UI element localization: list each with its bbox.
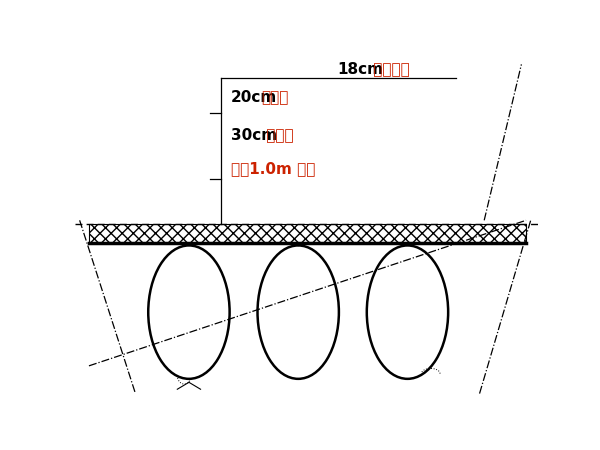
Ellipse shape <box>148 245 230 379</box>
Text: 层，1.0m 圆管: 层，1.0m 圆管 <box>231 161 315 176</box>
Ellipse shape <box>367 245 448 379</box>
Text: 石渣垫: 石渣垫 <box>261 128 293 143</box>
Text: 碎石土: 碎石土 <box>261 90 289 105</box>
Text: 砼面层、: 砼面层、 <box>368 62 410 77</box>
Text: 30cm: 30cm <box>231 128 277 143</box>
Bar <box>89 224 526 243</box>
Text: 20cm: 20cm <box>231 90 277 105</box>
Text: 18cm: 18cm <box>338 62 384 77</box>
Ellipse shape <box>257 245 339 379</box>
